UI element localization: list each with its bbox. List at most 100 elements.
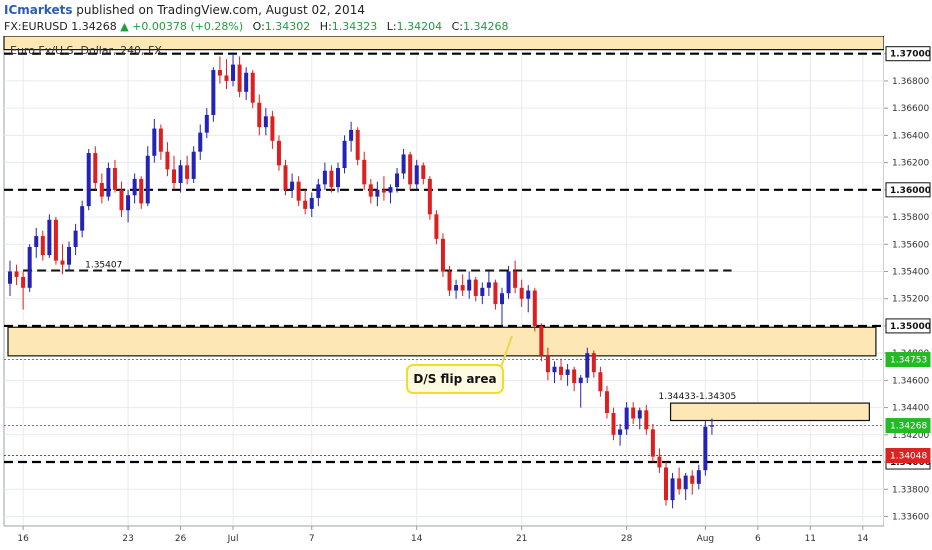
candle-body [375, 189, 380, 197]
candle [631, 402, 636, 424]
candle-body [440, 238, 445, 272]
price-tick-label: 1.35400 [892, 267, 929, 277]
candle [53, 217, 58, 265]
candle [257, 94, 262, 136]
candle [250, 70, 255, 109]
candle [486, 271, 491, 296]
candle-body [447, 271, 452, 291]
annotation-bubble [406, 364, 504, 394]
candle-body [198, 132, 203, 152]
candle-body [152, 128, 157, 156]
candle-body [480, 287, 485, 296]
candle-body [565, 369, 570, 375]
candle [336, 162, 340, 193]
candle [545, 347, 550, 381]
candle-body [500, 293, 504, 305]
candle-body [27, 246, 32, 288]
candle-body [434, 214, 439, 239]
zone-rect [7, 326, 877, 357]
candle-body [618, 429, 623, 435]
time-tick-label: 7 [309, 534, 315, 544]
open-value: 1.34302 [264, 20, 311, 33]
candle-body [486, 282, 491, 288]
candle-body [329, 170, 334, 188]
candle-body [172, 169, 176, 183]
publisher-link[interactable]: ICmarkets [4, 3, 73, 17]
candle [460, 274, 465, 296]
candle-body [421, 165, 426, 179]
candle-body [401, 154, 406, 174]
annotation-text: D/S flip area [413, 372, 496, 386]
candle [532, 287, 537, 332]
price-badge-label: 1.35000 [890, 322, 931, 332]
candle-body [34, 236, 39, 247]
time-tick-label: 23 [122, 534, 133, 544]
candle-body [349, 129, 354, 141]
candle [559, 358, 564, 381]
candle-body [473, 279, 478, 296]
candle [500, 287, 504, 326]
candle-body [86, 153, 91, 207]
candle-body [657, 456, 662, 468]
candle-body [290, 181, 295, 190]
zone-range-label: 1.34433-1.34305 [659, 392, 737, 402]
candle-body [53, 219, 58, 261]
candlestick-series [8, 53, 714, 509]
candle-body [204, 114, 209, 133]
price-badge [885, 46, 931, 62]
price-tick-label: 1.36200 [892, 159, 929, 169]
price-tick-label: 1.34600 [892, 376, 929, 386]
candle-body [231, 64, 236, 81]
candle [126, 189, 131, 223]
candle [93, 146, 98, 190]
candle [572, 366, 577, 392]
candle [381, 176, 386, 201]
time-axis[interactable]: 16 23 26 Jul 7 14 21 28 Aug 6 11 14 [0, 525, 932, 550]
last-price: 1.34268 [71, 20, 117, 33]
candle [454, 279, 459, 299]
candle [244, 67, 249, 100]
price-axis[interactable]: 1.33600 1.33800 1.34000 1.34200 1.34400 1.346… [884, 36, 932, 526]
price-badge [885, 352, 931, 368]
candle-body [191, 151, 196, 179]
candle-body [47, 219, 52, 256]
price-tick-label: 1.35600 [892, 240, 929, 250]
candle [303, 189, 308, 215]
candle [696, 464, 701, 490]
candle-body [73, 230, 78, 247]
annotation-pointer [500, 335, 513, 368]
price-chart[interactable]: 1.35407 1.34433-1.34305 D/S flip area 1.3… [0, 36, 932, 550]
candle [565, 364, 570, 386]
chart-title-bar: Euro Fx/U.S. Dollar, 240, FX [10, 44, 162, 57]
candle [375, 181, 380, 207]
candle-body [296, 181, 301, 201]
candle-body [624, 407, 629, 430]
candle-body [381, 189, 386, 193]
candle-body [539, 325, 544, 356]
candle-body [185, 165, 190, 179]
candle [224, 59, 229, 90]
candle-body [270, 116, 275, 141]
candle [40, 230, 45, 261]
candle [14, 264, 19, 286]
candle [355, 127, 360, 166]
candle-body [139, 178, 144, 204]
chart-header: ICmarkets published on TradingView.com, … [0, 0, 932, 36]
candle-body [690, 475, 695, 484]
price-badge-label: 1.34753 [890, 356, 927, 366]
candle-body [526, 290, 531, 299]
candle-body [506, 271, 511, 294]
candle-body [631, 407, 636, 419]
candle [434, 210, 439, 245]
time-tick-label: 6 [755, 534, 761, 544]
candle-body [664, 467, 668, 501]
candle-body [178, 165, 183, 183]
candle [270, 110, 275, 149]
candle-body [119, 189, 124, 211]
close-value: 1.34268 [463, 20, 509, 33]
candle [178, 159, 183, 193]
candle [27, 244, 32, 292]
price-levels: 1.35407 [4, 52, 884, 464]
candle-body [683, 475, 688, 490]
candle [290, 173, 295, 198]
